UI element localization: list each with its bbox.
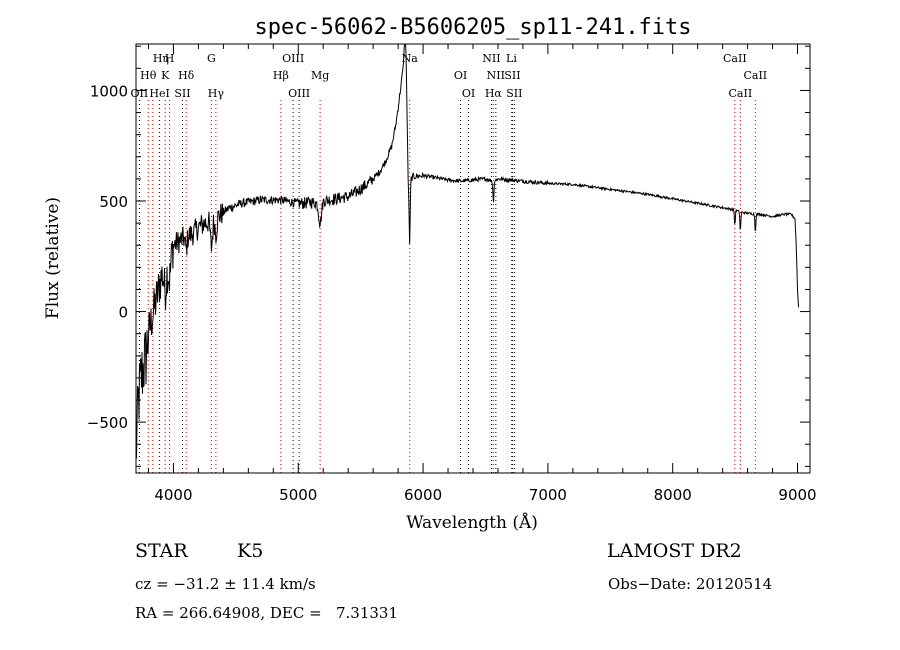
y-axis-label: Flux (relative): [43, 197, 63, 319]
chart-title: spec-56062-B5606205_sp11-241.fits: [254, 15, 691, 40]
line-label: SII: [506, 87, 522, 100]
line-label: H: [165, 52, 175, 65]
line-label: OI: [454, 69, 467, 82]
line-label: OIII: [288, 87, 310, 100]
x-tick-label: 8000: [654, 486, 692, 504]
line-label: Mg: [311, 69, 329, 82]
x-tick-label: 6000: [404, 486, 442, 504]
x-axis-label: Wavelength (Å): [406, 512, 538, 533]
line-label: K: [161, 69, 170, 82]
y-tick-label: 500: [99, 193, 128, 211]
x-tick-label: 9000: [778, 486, 816, 504]
y-tick-label: 0: [118, 304, 128, 322]
spectrum-series: [135, 43, 799, 459]
line-label: Hγ: [208, 87, 225, 100]
line-label: SII: [504, 69, 520, 82]
line-label: OII: [131, 87, 149, 100]
observation-date: Obs−Date: 20120514: [608, 575, 773, 593]
object-subclass: K5: [237, 540, 264, 562]
line-label: Hθ: [140, 69, 157, 82]
line-label: NII: [482, 52, 500, 65]
x-tick-label: 7000: [529, 486, 567, 504]
coordinates: RA = 266.64908, DEC = 7.31331: [135, 604, 399, 622]
x-tick-label: 5000: [279, 486, 317, 504]
line-label: CaII: [723, 52, 747, 65]
x-tick-label: 4000: [154, 486, 192, 504]
line-label: NII: [487, 69, 505, 82]
object-class: STAR: [135, 540, 188, 562]
line-label: CaII: [729, 87, 753, 100]
line-label: OIII: [282, 52, 304, 65]
spectrum-line: [135, 43, 799, 459]
line-label: Li: [506, 52, 517, 65]
line-label: Hδ: [178, 69, 195, 82]
line-label: G: [207, 52, 216, 65]
line-label: Hβ: [273, 69, 289, 82]
line-label: Hη: [153, 52, 169, 65]
axis-ticks: [136, 44, 810, 473]
redshift-velocity: cz = −31.2 ± 11.4 km/s: [135, 575, 316, 593]
line-label: HeI: [149, 87, 169, 100]
y-tick-label: 1000: [90, 82, 128, 100]
line-label: SII: [174, 87, 190, 100]
line-markers: [138, 100, 756, 473]
axis-tick-labels: 4000 5000 6000 7000 8000 9000 −500 0 500 1000: [87, 82, 817, 504]
plot-frame: [135, 43, 811, 474]
y-tick-label: −500: [87, 414, 128, 432]
line-label: CaII: [743, 69, 767, 82]
line-label: OI: [462, 87, 475, 100]
survey-name: LAMOST DR2: [607, 540, 742, 562]
line-label: Hα: [485, 87, 503, 100]
